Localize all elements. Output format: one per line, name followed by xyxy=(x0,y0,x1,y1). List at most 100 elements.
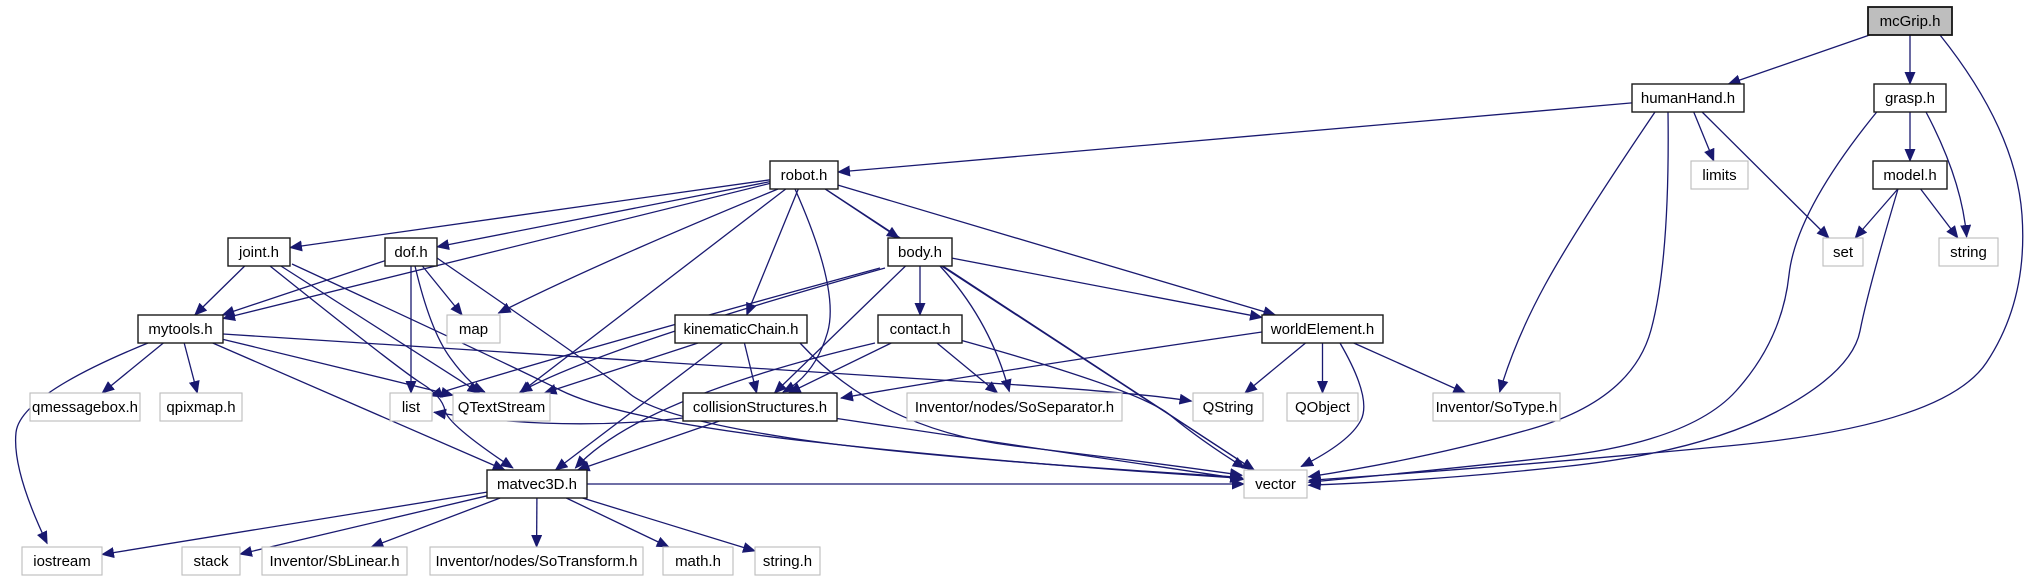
node-qpixmap-h[interactable]: qpixmap.h xyxy=(160,393,242,421)
edge-humanhand-h-to-limits xyxy=(1694,112,1714,161)
node-label-inventor-sblinear-h: Inventor/SbLinear.h xyxy=(269,553,399,570)
node-joint-h[interactable]: joint.h xyxy=(228,238,290,266)
node-label-map: map xyxy=(459,321,488,338)
node-qtextstream[interactable]: QTextStream xyxy=(453,393,550,421)
node-label-limits: limits xyxy=(1702,167,1736,184)
node-map[interactable]: map xyxy=(447,315,500,343)
nodes-layer: mcGrip.h humanHand.h grasp.h robot.h limits m… xyxy=(22,7,1998,575)
edge-humanhand-h-to-robot-h xyxy=(838,103,1632,172)
node-label-mytools-h: mytools.h xyxy=(148,321,212,338)
node-label-qstring: QString xyxy=(1203,399,1254,416)
node-vector[interactable]: vector xyxy=(1244,470,1307,498)
node-robot-h[interactable]: robot.h xyxy=(770,161,838,189)
edge-mytools-h-to-qtextstream xyxy=(223,339,453,395)
edge-collisionstructures-h-to-vector xyxy=(837,419,1244,480)
node-label-qobject: QObject xyxy=(1295,399,1351,416)
edge-joint-h-to-mytools-h xyxy=(195,266,245,315)
edge-robot-h-to-dof-h xyxy=(437,182,770,247)
node-contact-h[interactable]: contact.h xyxy=(878,315,962,343)
edge-mytools-h-to-iostream xyxy=(16,343,148,544)
node-collisionstructures-h[interactable]: collisionStructures.h xyxy=(683,393,837,421)
node-label-string: string xyxy=(1950,244,1987,261)
node-model-h[interactable]: model.h xyxy=(1873,161,1947,189)
node-matvec3d-h[interactable]: matvec3D.h xyxy=(487,470,587,498)
node-label-joint-h: joint.h xyxy=(238,244,279,261)
node-inventor-sotype-h[interactable]: Inventor/SoType.h xyxy=(1433,393,1560,421)
node-label-qtextstream: QTextStream xyxy=(458,399,546,416)
node-label-inventor-sotype-h: Inventor/SoType.h xyxy=(1436,399,1558,416)
node-label-humanhand-h: humanHand.h xyxy=(1641,90,1735,107)
edge-grasp-h-to-vector xyxy=(1309,108,1881,482)
edge-humanhand-h-to-inventor-sotype-h xyxy=(1500,112,1655,392)
edge-dof-h-to-map xyxy=(422,266,462,315)
edge-mytools-h-to-qmessagebox-h xyxy=(102,343,163,393)
node-label-model-h: model.h xyxy=(1883,167,1936,184)
edge-robot-h-to-qtextstream xyxy=(520,189,786,393)
node-label-math-h: math.h xyxy=(675,553,721,570)
node-limits[interactable]: limits xyxy=(1691,161,1748,189)
node-label-set: set xyxy=(1833,244,1854,261)
node-humanhand-h[interactable]: humanHand.h xyxy=(1632,84,1744,112)
node-math-h[interactable]: math.h xyxy=(663,547,733,575)
node-list[interactable]: list xyxy=(390,393,432,421)
edge-matvec3d-h-to-iostream xyxy=(102,492,487,554)
node-label-matvec3d-h: matvec3D.h xyxy=(497,476,577,493)
node-mytools-h[interactable]: mytools.h xyxy=(138,315,223,343)
edge-matvec3d-h-to-string-h xyxy=(583,498,755,551)
edge-collisionstructures-h-to-matvec3d-h xyxy=(578,421,720,470)
node-kinematicchain-h[interactable]: kinematicChain.h xyxy=(675,315,807,343)
edge-matvec3d-h-to-inventor-sblinear-h xyxy=(371,498,500,547)
node-label-string-h: string.h xyxy=(763,553,812,570)
node-label-body-h: body.h xyxy=(898,244,942,261)
node-dof-h[interactable]: dof.h xyxy=(385,238,437,266)
edge-humanhand-h-to-vector xyxy=(1309,112,1669,477)
node-inventor-nodes-soseparator-h[interactable]: Inventor/nodes/SoSeparator.h xyxy=(907,393,1122,421)
edge-matvec3d-h-to-stack xyxy=(240,496,487,554)
node-label-robot-h: robot.h xyxy=(781,167,828,184)
edge-body-h-to-worldelement-h xyxy=(952,258,1262,317)
node-qstring[interactable]: QString xyxy=(1193,393,1263,421)
edge-robot-h-to-joint-h xyxy=(290,180,770,248)
node-label-kinematicchain-h: kinematicChain.h xyxy=(683,321,798,338)
node-iostream[interactable]: iostream xyxy=(22,547,102,575)
node-body-h[interactable]: body.h xyxy=(888,238,952,266)
node-string[interactable]: string xyxy=(1939,238,1998,266)
edge-worldelement-h-to-inventor-sotype-h xyxy=(1354,343,1466,393)
node-mcgrip-h[interactable]: mcGrip.h xyxy=(1868,7,1952,35)
edge-contact-h-to-collisionstructures-h xyxy=(789,343,892,393)
node-label-stack: stack xyxy=(193,553,229,570)
node-label-list: list xyxy=(402,399,421,416)
edge-worldelement-h-to-qstring xyxy=(1245,343,1306,393)
node-label-vector: vector xyxy=(1255,476,1296,493)
node-label-collisionstructures-h: collisionStructures.h xyxy=(693,399,827,416)
edge-contact-h-to-inventor-nodes-soseparator-h xyxy=(937,343,998,393)
edges-layer xyxy=(16,35,2023,555)
node-string-h[interactable]: string.h xyxy=(755,547,820,575)
node-set[interactable]: set xyxy=(1823,238,1863,266)
node-label-dof-h: dof.h xyxy=(394,244,427,261)
node-worldelement-h[interactable]: worldElement.h xyxy=(1262,315,1383,343)
node-qobject[interactable]: QObject xyxy=(1287,393,1358,421)
edge-matvec3d-h-to-math-h xyxy=(566,498,668,547)
node-label-contact-h: contact.h xyxy=(890,321,951,338)
edge-kinematicchain-h-to-qtextstream xyxy=(544,343,698,393)
edge-mcgrip-h-to-humanhand-h xyxy=(1728,35,1869,84)
node-label-inventor-nodes-sotransform-h: Inventor/nodes/SoTransform.h xyxy=(435,553,637,570)
node-label-mcgrip-h: mcGrip.h xyxy=(1880,13,1941,30)
node-label-qmessagebox-h: qmessagebox.h xyxy=(32,399,138,416)
node-label-qpixmap-h: qpixmap.h xyxy=(166,399,235,416)
node-grasp-h[interactable]: grasp.h xyxy=(1874,84,1946,112)
node-inventor-nodes-sotransform-h[interactable]: Inventor/nodes/SoTransform.h xyxy=(430,547,643,575)
node-label-inventor-nodes-soseparator-h: Inventor/nodes/SoSeparator.h xyxy=(915,399,1114,416)
node-stack[interactable]: stack xyxy=(182,547,240,575)
edge-joint-h-to-matvec3d-h xyxy=(270,266,513,468)
node-label-iostream: iostream xyxy=(33,553,91,570)
edge-model-h-to-vector xyxy=(1309,189,1899,485)
node-qmessagebox-h[interactable]: qmessagebox.h xyxy=(30,393,140,421)
edge-body-h-to-vector xyxy=(941,266,1254,470)
edge-mytools-h-to-qpixmap-h xyxy=(184,343,197,393)
node-label-worldelement-h: worldElement.h xyxy=(1270,321,1374,338)
edge-model-h-to-string xyxy=(1921,189,1958,238)
node-inventor-sblinear-h[interactable]: Inventor/SbLinear.h xyxy=(262,547,407,575)
